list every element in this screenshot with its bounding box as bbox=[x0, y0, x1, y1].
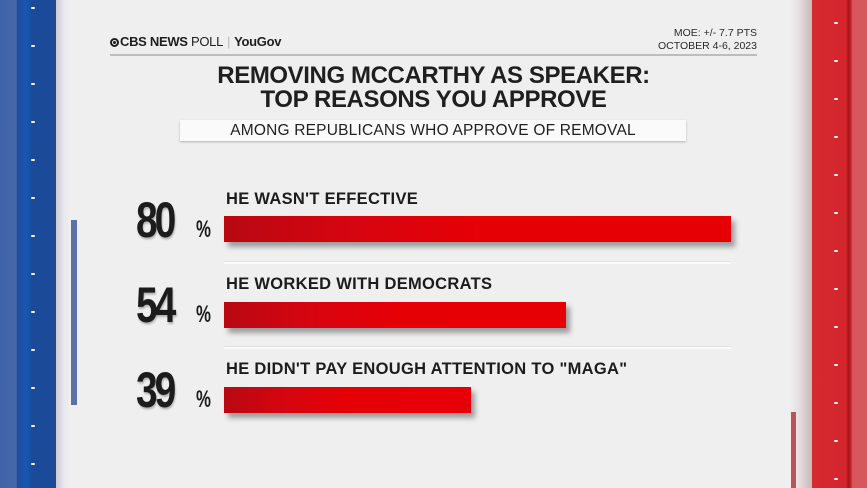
percent-sign: % bbox=[196, 301, 211, 328]
border-tick bbox=[31, 83, 35, 85]
chart-subtitle: AMONG REPUBLICANS WHO APPROVE OF REMOVAL bbox=[180, 120, 686, 141]
percent-value: 39 bbox=[136, 362, 176, 418]
title-line-1: REMOVING MCCARTHY AS SPEAKER: bbox=[217, 62, 650, 89]
border-tick bbox=[31, 425, 35, 427]
right-accent-stub bbox=[791, 412, 796, 488]
margin-of-error: MOE: +/- 7.7 PTS bbox=[673, 27, 757, 39]
bar-label: HE WORKED WITH DEMOCRATS bbox=[226, 275, 493, 293]
bar-label: HE DIDN'T PAY ENOUGH ATTENTION TO "MAGA" bbox=[226, 360, 628, 378]
border-tick bbox=[834, 288, 838, 290]
row-divider bbox=[224, 347, 731, 349]
border-tick bbox=[834, 60, 838, 62]
right-border-shadow bbox=[790, 0, 812, 488]
percent-value: 80 bbox=[136, 192, 176, 248]
cbs-eye-icon bbox=[110, 38, 119, 47]
border-tick bbox=[31, 235, 35, 237]
border-tick bbox=[834, 402, 838, 404]
header-divider bbox=[110, 54, 757, 56]
partner-logo: YouGov bbox=[234, 34, 282, 49]
border-tick bbox=[31, 349, 35, 351]
border-tick bbox=[31, 463, 35, 465]
border-tick bbox=[31, 7, 35, 9]
border-tick bbox=[834, 22, 838, 24]
left-accent-stub bbox=[71, 220, 77, 405]
bar bbox=[224, 302, 566, 328]
chart-title: REMOVING MCCARTHY AS SPEAKER: TOP REASON… bbox=[0, 64, 867, 112]
left-border-shadow bbox=[56, 0, 70, 488]
percent-sign: % bbox=[196, 386, 211, 413]
border-tick bbox=[834, 212, 838, 214]
border-tick bbox=[31, 121, 35, 123]
brand-primary: CBS NEWS bbox=[120, 34, 188, 49]
border-tick bbox=[834, 478, 838, 480]
percent-value: 54 bbox=[136, 277, 176, 333]
right-red-border bbox=[812, 0, 867, 488]
border-tick bbox=[834, 98, 838, 100]
row-divider bbox=[224, 262, 731, 264]
poll-dates: OCTOBER 4-6, 2023 bbox=[657, 40, 757, 52]
border-tick bbox=[31, 311, 35, 313]
border-tick bbox=[31, 45, 35, 47]
bar-label: HE WASN'T EFFECTIVE bbox=[226, 190, 419, 208]
border-tick bbox=[834, 364, 838, 366]
brand-secondary: POLL bbox=[190, 34, 224, 49]
bar bbox=[224, 387, 471, 413]
left-blue-border bbox=[0, 0, 58, 488]
border-tick bbox=[31, 159, 35, 161]
border-tick bbox=[834, 250, 838, 252]
title-line-2: TOP REASONS YOU APPROVE bbox=[260, 86, 607, 113]
border-tick bbox=[31, 273, 35, 275]
poll-meta: MOE: +/- 7.7 PTS OCTOBER 4-6, 2023 bbox=[658, 27, 757, 53]
percent-sign: % bbox=[196, 216, 211, 243]
cbs-news-poll-logo: CBS NEWS POLL | YouGov bbox=[110, 34, 281, 49]
border-tick bbox=[834, 136, 838, 138]
border-tick bbox=[834, 174, 838, 176]
border-tick bbox=[834, 326, 838, 328]
bar bbox=[224, 216, 731, 242]
border-tick bbox=[834, 440, 838, 442]
border-tick bbox=[31, 387, 35, 389]
logo-separator: | bbox=[227, 34, 231, 49]
border-tick bbox=[31, 197, 35, 199]
